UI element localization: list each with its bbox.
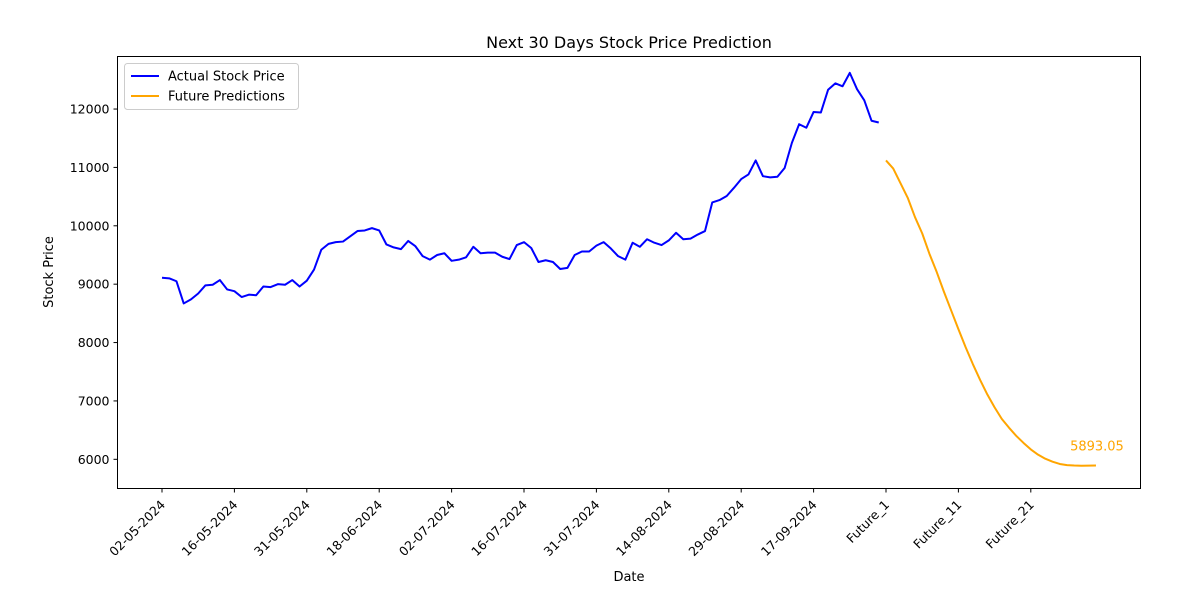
y-axis-title: Stock Price — [42, 236, 57, 308]
legend-label-actual: Actual Stock Price — [168, 70, 285, 85]
actual-price-line — [161, 71, 879, 305]
y-tick-label: 8000 — [78, 335, 110, 350]
plot-frame — [117, 56, 1141, 489]
x-tick-label: 02-07-2024 — [396, 497, 458, 559]
y-tick-label: 10000 — [70, 218, 110, 233]
x-tick-label: 17-09-2024 — [758, 497, 820, 559]
axis-ticks: 6000 7000 8000 9000 10000 11000 12000 02-05-202… — [70, 102, 1037, 559]
y-tick-label: 11000 — [70, 160, 110, 175]
x-tick-label: 31-07-2024 — [541, 497, 603, 559]
y-tick-label: 6000 — [78, 452, 110, 467]
x-tick-label: 02-05-2024 — [106, 497, 168, 559]
legend-box — [124, 63, 299, 110]
future-prediction-line — [885, 159, 1096, 467]
x-tick-label: 31-05-2024 — [251, 497, 313, 559]
plot-area — [161, 71, 1096, 467]
x-tick-label: 16-05-2024 — [179, 497, 241, 559]
legend-label-predictions: Future Predictions — [168, 90, 285, 105]
x-tick-label: Future_1 — [843, 497, 892, 546]
x-tick-label: 16-07-2024 — [468, 497, 530, 559]
x-tick-label: 18-06-2024 — [323, 497, 385, 559]
y-tick-label: 12000 — [70, 102, 110, 117]
y-tick-label: 9000 — [78, 277, 110, 292]
y-tick-label: 7000 — [78, 393, 110, 408]
prediction-end-annotation: 5893.05 — [1070, 440, 1124, 455]
x-tick-label: 29-08-2024 — [685, 497, 747, 559]
x-tick-label: Future_21 — [982, 497, 1036, 551]
chart-title: Next 30 Days Stock Price Prediction — [486, 33, 772, 52]
x-tick-label: Future_11 — [910, 497, 964, 551]
legend: Actual Stock Price Future Predictions — [124, 63, 299, 110]
x-tick-label: 14-08-2024 — [613, 497, 675, 559]
x-axis-title: Date — [613, 570, 644, 585]
